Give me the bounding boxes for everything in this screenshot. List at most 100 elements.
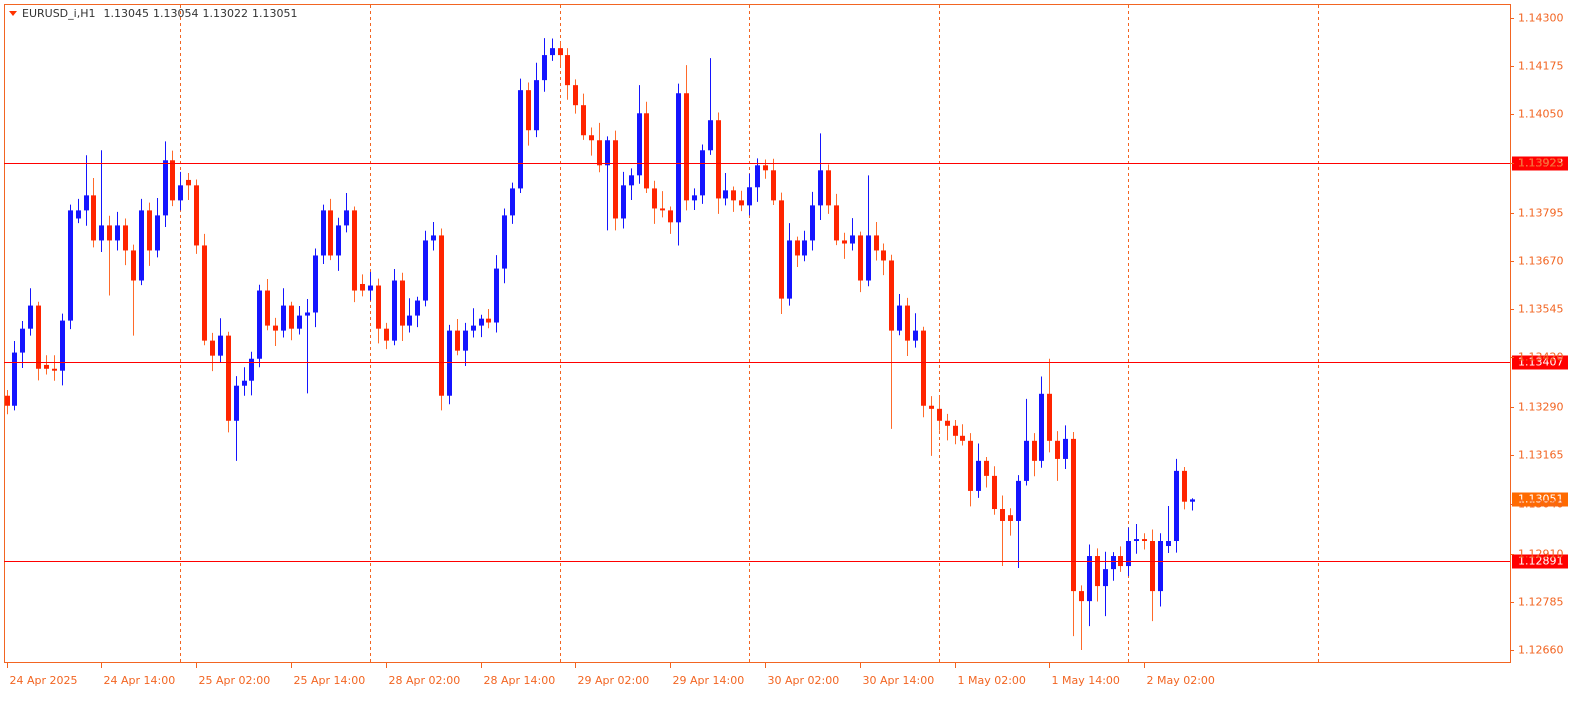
candle-body: [723, 190, 728, 199]
candle-body: [257, 290, 262, 359]
header-arrow: [9, 11, 17, 16]
candle-body: [1079, 591, 1084, 602]
candle-body: [1016, 480, 1021, 521]
x-tick-label: 28 Apr 02:00: [389, 674, 461, 687]
candle-body: [644, 113, 649, 189]
candle-body: [668, 210, 673, 223]
candle-body: [163, 160, 168, 216]
current-price-tag: [1512, 492, 1568, 507]
candle-body: [479, 318, 484, 326]
y-tick-label: 1.12660: [1518, 644, 1564, 657]
candle-body: [565, 55, 570, 86]
candle-body: [1000, 509, 1005, 521]
candle-body: [676, 93, 681, 223]
candle-body: [1158, 541, 1163, 592]
candle-body: [502, 215, 507, 269]
candle-body: [1182, 470, 1187, 502]
candle-body: [328, 210, 333, 256]
candle-body: [1039, 393, 1044, 461]
candle-body: [139, 210, 144, 281]
candle-body: [249, 358, 254, 381]
candle-body: [60, 320, 65, 371]
candle-body: [131, 250, 136, 281]
candle-body: [787, 240, 792, 299]
candle-body: [447, 330, 452, 396]
candle-body: [929, 405, 934, 409]
candle-body: [810, 205, 815, 241]
x-tick-label: 25 Apr 14:00: [294, 674, 366, 687]
candle-body: [1071, 438, 1076, 592]
symbol: EURUSD_i,H1: [22, 7, 95, 20]
candle-body: [558, 48, 563, 56]
candle-body: [1103, 569, 1108, 587]
candle-body: [226, 335, 231, 421]
candle-body: [431, 235, 436, 241]
candle-body: [186, 179, 191, 186]
candle-body: [392, 280, 397, 341]
candle-body: [1063, 438, 1068, 459]
x-tick-label: 30 Apr 14:00: [863, 674, 935, 687]
level-label: 1.13407: [1518, 356, 1564, 369]
candle-body: [265, 290, 270, 326]
level-label: 1.13923: [1518, 157, 1564, 170]
candle-body: [20, 328, 25, 353]
candle-body: [1032, 440, 1037, 461]
candle-body: [708, 120, 713, 151]
candle-body: [1087, 556, 1092, 602]
candle-body: [621, 185, 626, 219]
candle-body: [273, 325, 278, 331]
candle-body: [605, 140, 610, 166]
candle-body: [818, 170, 823, 206]
candle-body: [802, 240, 807, 256]
candle-body: [44, 364, 49, 369]
candle-body: [881, 250, 886, 261]
y-tick-label: 1.13670: [1518, 255, 1564, 268]
candle-body: [1150, 541, 1155, 592]
header: EURUSD_i,H1 1.13045 1.13054 1.13022 1.13051: [22, 7, 297, 20]
x-tick-label: 1 May 02:00: [958, 674, 1026, 687]
candle-body: [1095, 556, 1100, 587]
candle-body: [423, 240, 428, 301]
candle-body: [550, 48, 555, 56]
candle-body: [210, 340, 215, 356]
candle-body: [147, 210, 152, 251]
candle-body: [589, 135, 594, 141]
candle-body: [297, 315, 302, 329]
candle-body: [91, 195, 96, 241]
header-value: 1.13054: [153, 7, 199, 20]
candle-body: [581, 105, 586, 136]
y-tick-label: 1.12910: [1518, 548, 1564, 561]
candle-body: [115, 225, 120, 241]
candle-body: [321, 210, 326, 256]
candle-body: [289, 305, 294, 329]
candle-body: [779, 200, 784, 299]
candle-body: [573, 85, 578, 106]
y-tick-label: 1.13040: [1518, 498, 1564, 511]
y-tick-label: 1.13290: [1518, 401, 1564, 414]
candle-body: [28, 305, 33, 329]
x-tick-label: 1 May 14:00: [1052, 674, 1120, 687]
candle-body: [400, 280, 405, 326]
candle-body: [518, 90, 523, 189]
candle-body: [336, 225, 341, 256]
candle-body: [874, 235, 879, 251]
header-value: 1.13022: [202, 7, 248, 20]
candle-body: [692, 195, 697, 201]
y-tick-label: 1.14300: [1518, 12, 1564, 25]
candle-body: [542, 55, 547, 81]
candle-body: [202, 245, 207, 341]
candle-body: [921, 330, 926, 406]
candle-body: [976, 460, 981, 491]
plot-frame: [4, 4, 1511, 663]
candle-body: [486, 318, 491, 323]
candle-body: [510, 188, 515, 216]
x-tick-label: 29 Apr 14:00: [673, 674, 745, 687]
candle-body: [376, 285, 381, 329]
current-price-label: 1.13051: [1518, 493, 1564, 506]
candle-body: [866, 235, 871, 281]
candle-body: [984, 460, 989, 476]
candle-body: [218, 335, 223, 356]
candle-body: [700, 150, 705, 196]
y-tick-label: 1.14175: [1518, 60, 1564, 73]
candle-body: [747, 187, 752, 206]
